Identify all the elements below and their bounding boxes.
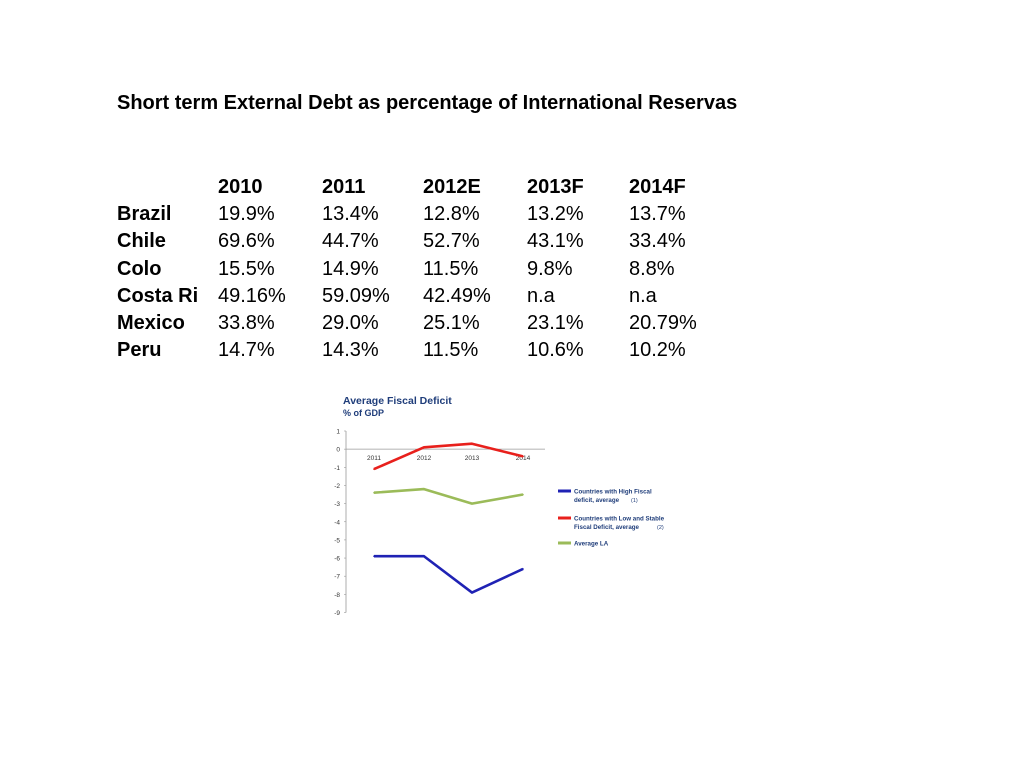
y-tick-label: 0 <box>336 447 340 454</box>
table-cell: 12.8% <box>423 203 480 226</box>
data-point <box>471 442 473 445</box>
chart-title: Average Fiscal Deficit <box>343 395 452 407</box>
y-tick-label: -1 <box>334 465 340 472</box>
data-point <box>373 555 375 558</box>
table-cell: 10.2% <box>629 339 686 362</box>
x-tick-label: 2013 <box>465 455 480 462</box>
chart-subtitle: % of GDP <box>343 408 384 418</box>
table-cell: 11.5% <box>423 339 479 362</box>
data-point <box>522 455 524 458</box>
column-header: 2011 <box>322 176 366 198</box>
series-line-3 <box>373 487 524 505</box>
table-cell: 42.49% <box>423 284 491 307</box>
table-cell: 14.9% <box>322 257 379 280</box>
data-point <box>423 488 425 490</box>
table-cell: 25.1% <box>423 312 480 334</box>
table-cell: 9.8% <box>527 257 573 280</box>
legend-label: deficit, average <box>574 497 620 504</box>
x-tick-label: 2012 <box>417 455 432 462</box>
y-tick-label: -3 <box>334 501 340 508</box>
legend-label: Fiscal Deficit, average <box>574 524 640 531</box>
legend-note: (2) <box>657 525 664 531</box>
y-tick-label: -4 <box>334 519 340 526</box>
x-tick-label: 2011 <box>367 455 381 462</box>
table-cell: n.a <box>629 284 657 307</box>
legend-label: Average LA <box>574 541 609 548</box>
table-cell: 33.4% <box>629 230 686 253</box>
y-tick-label: -8 <box>334 592 340 599</box>
series-line-1 <box>374 554 524 594</box>
fiscal-deficit-chart: Average Fiscal Deficit% of GDP 1 0 -1 -2 -3 -4… <box>334 395 665 617</box>
column-header: 2014F <box>629 176 686 198</box>
y-tick-label: -9 <box>334 610 340 617</box>
table-cell: 59.09% <box>322 284 390 307</box>
table-cell: 8.8% <box>629 257 675 280</box>
y-tick-label: -6 <box>334 556 340 563</box>
table-cell: 15.5% <box>218 257 275 280</box>
x-tick-label: 2014 <box>516 455 531 462</box>
table-cell: 13.2% <box>527 203 584 226</box>
legend-note: (1) <box>631 498 638 504</box>
table-cell: 49.16% <box>218 284 286 307</box>
data-point <box>373 491 375 494</box>
table-cell: 44.7% <box>322 230 379 253</box>
country-label: Chile <box>117 230 166 253</box>
country-label: Peru <box>117 339 162 362</box>
table-cell: 13.4% <box>322 203 379 226</box>
y-tick-label: -7 <box>334 574 340 581</box>
table-cell: 29.0% <box>322 312 379 334</box>
data-point <box>471 502 473 505</box>
country-label: Costa Ri <box>117 284 199 307</box>
series-line-2 <box>373 442 524 471</box>
y-tick-label: -2 <box>334 483 340 490</box>
table-cell: 52.7% <box>423 230 480 253</box>
page-title: Short term External Debt as percentage o… <box>117 92 738 114</box>
table-cell: 69.6% <box>218 230 275 253</box>
country-label: Mexico <box>117 312 185 334</box>
country-label: Brazil <box>117 203 172 226</box>
data-point <box>471 591 473 594</box>
data-point <box>522 568 524 570</box>
table-cell: 11.5% <box>423 257 479 280</box>
data-point <box>373 468 375 470</box>
table-cell: 13.7% <box>629 203 686 226</box>
column-header: 2013F <box>527 176 584 198</box>
table-cell: 20.79% <box>629 312 697 334</box>
table-cell: 14.3% <box>322 339 379 362</box>
table-cell: 33.8% <box>218 312 275 334</box>
legend-label: Countries with High Fiscal <box>574 489 652 496</box>
legend-label: Countries with Low and Stable <box>574 516 665 523</box>
table-cell: n.a <box>527 284 555 307</box>
data-point <box>522 493 524 496</box>
table-cell: 43.1% <box>527 230 584 253</box>
table-cell: 10.6% <box>527 339 584 362</box>
table-cell: 19.9% <box>218 203 275 226</box>
column-header: 2010 <box>218 176 263 198</box>
data-point <box>423 446 425 449</box>
y-tick-label: -5 <box>334 537 340 544</box>
y-tick-label: 1 <box>336 429 340 436</box>
column-header: 2012E <box>423 176 481 198</box>
country-label: Colo <box>117 257 162 280</box>
table-cell: 14.7% <box>218 339 275 362</box>
table-cell: 23.1% <box>527 312 584 334</box>
data-point <box>423 555 425 558</box>
